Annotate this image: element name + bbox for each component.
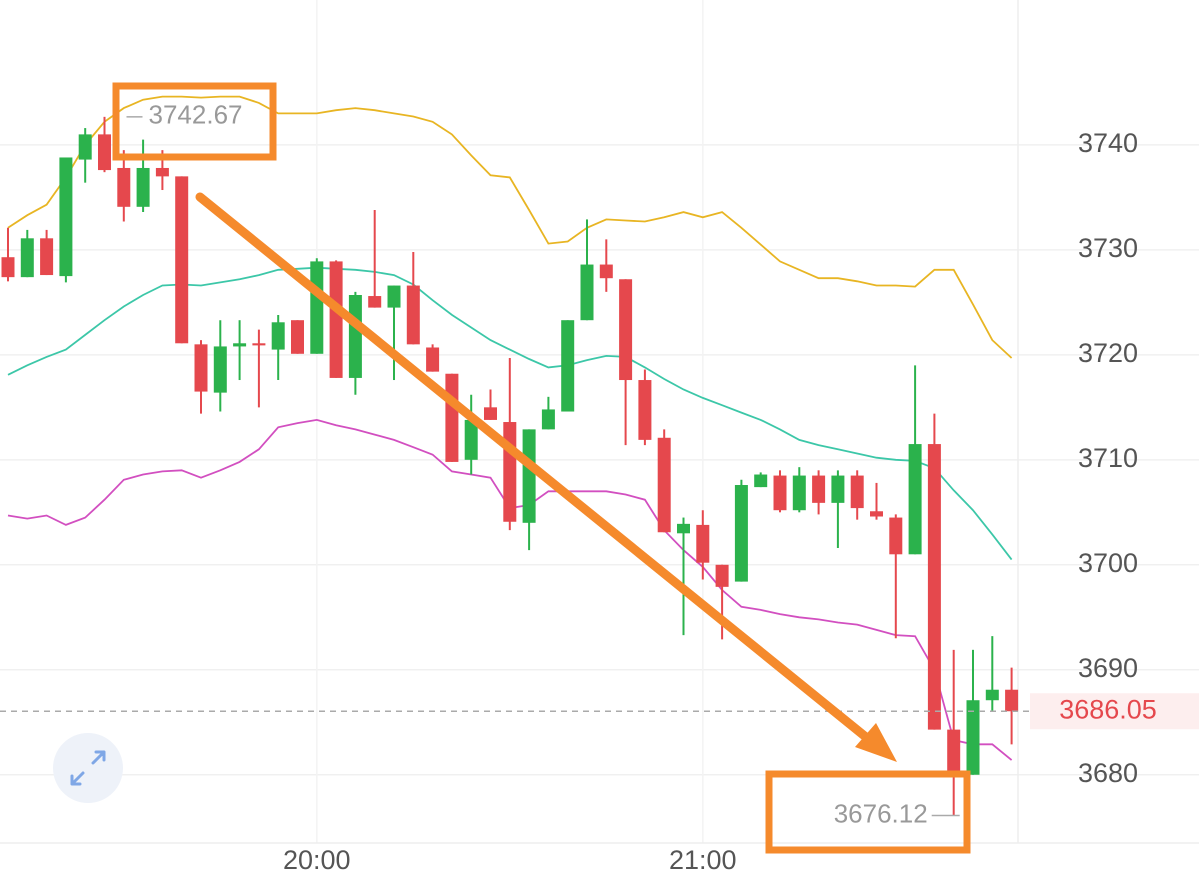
y-tick-label: 3710 xyxy=(1078,443,1138,473)
candle-body xyxy=(677,523,690,534)
annotations: 3742.67 3676.12 xyxy=(0,100,1030,828)
candle-body xyxy=(194,344,208,392)
y-tick-label: 3740 xyxy=(1078,128,1138,158)
candle-body xyxy=(657,437,671,533)
candle-body xyxy=(812,475,826,503)
last-price-label: 3686.05 xyxy=(1059,694,1157,724)
candle-body xyxy=(947,729,961,775)
trend-arrow xyxy=(195,192,877,747)
candle-body xyxy=(966,700,980,775)
x-tick-label: 20:00 xyxy=(283,845,351,875)
candle-body xyxy=(908,444,922,555)
expand-icon[interactable] xyxy=(70,750,106,786)
candle-body xyxy=(792,475,806,511)
highlight-box xyxy=(112,82,277,161)
low-label: 3676.12 xyxy=(834,798,928,828)
x-tick-label: 21:00 xyxy=(669,845,737,875)
candle-body xyxy=(638,380,652,440)
y-tick-label: 3690 xyxy=(1078,653,1138,683)
candle-body xyxy=(522,429,536,523)
candle-body xyxy=(213,346,227,393)
candle-body xyxy=(484,407,497,420)
candle-body xyxy=(561,320,575,412)
axes: 3680 3690 3700 3710 3720 3730 3740 20:00 21:00 36… xyxy=(283,128,1199,875)
candle-body xyxy=(889,517,903,555)
candle-body xyxy=(348,294,362,378)
candle-body xyxy=(850,475,864,509)
candle-body xyxy=(426,347,440,372)
candle-body xyxy=(136,167,150,207)
candle-body xyxy=(155,167,169,177)
candle-body xyxy=(117,167,131,207)
candle-body xyxy=(580,264,594,321)
candle-body xyxy=(1005,689,1019,712)
candle-body xyxy=(368,296,382,308)
candle-body xyxy=(40,238,54,276)
candles xyxy=(1,116,1019,816)
highlight-overlay xyxy=(112,82,971,854)
candle-body xyxy=(59,157,73,277)
candle-body xyxy=(406,285,420,345)
y-tick-label: 3680 xyxy=(1078,758,1138,788)
candle-body xyxy=(175,176,189,344)
candle-body xyxy=(464,419,478,460)
candle-body xyxy=(696,524,710,563)
candle-body xyxy=(985,689,999,701)
band-line xyxy=(7,95,1013,359)
y-tick-label: 3720 xyxy=(1078,338,1138,368)
highlight-box xyxy=(765,770,971,854)
trend-arrow-head xyxy=(855,723,897,762)
y-tick-label: 3700 xyxy=(1078,548,1138,578)
expand-button[interactable] xyxy=(53,733,123,803)
candle-body xyxy=(78,134,92,160)
candle-body xyxy=(291,320,304,354)
candle-body xyxy=(20,238,34,278)
candle-body xyxy=(503,422,517,522)
candle-body xyxy=(271,322,285,350)
candle-body xyxy=(98,134,111,171)
high-label: 3742.67 xyxy=(149,100,243,130)
candle-body xyxy=(310,261,324,354)
candle-body xyxy=(927,444,941,730)
candle-body xyxy=(252,343,266,346)
candle-body xyxy=(445,373,459,462)
candle-body xyxy=(329,261,343,378)
candle-body xyxy=(599,264,613,279)
y-tick-label: 3730 xyxy=(1078,233,1138,263)
candle-body xyxy=(870,511,883,517)
candle-body xyxy=(734,485,748,582)
candle-body xyxy=(619,279,633,381)
candle-body xyxy=(715,564,729,587)
candle-body xyxy=(773,475,787,511)
candle-body xyxy=(831,475,845,503)
expand-button-bg[interactable] xyxy=(53,733,123,803)
candle-body xyxy=(387,285,401,308)
candle-body xyxy=(233,343,247,347)
last-price-bg xyxy=(1030,693,1199,730)
candle-body xyxy=(541,409,555,430)
candle-body xyxy=(754,474,768,488)
candle-body xyxy=(1,257,15,278)
